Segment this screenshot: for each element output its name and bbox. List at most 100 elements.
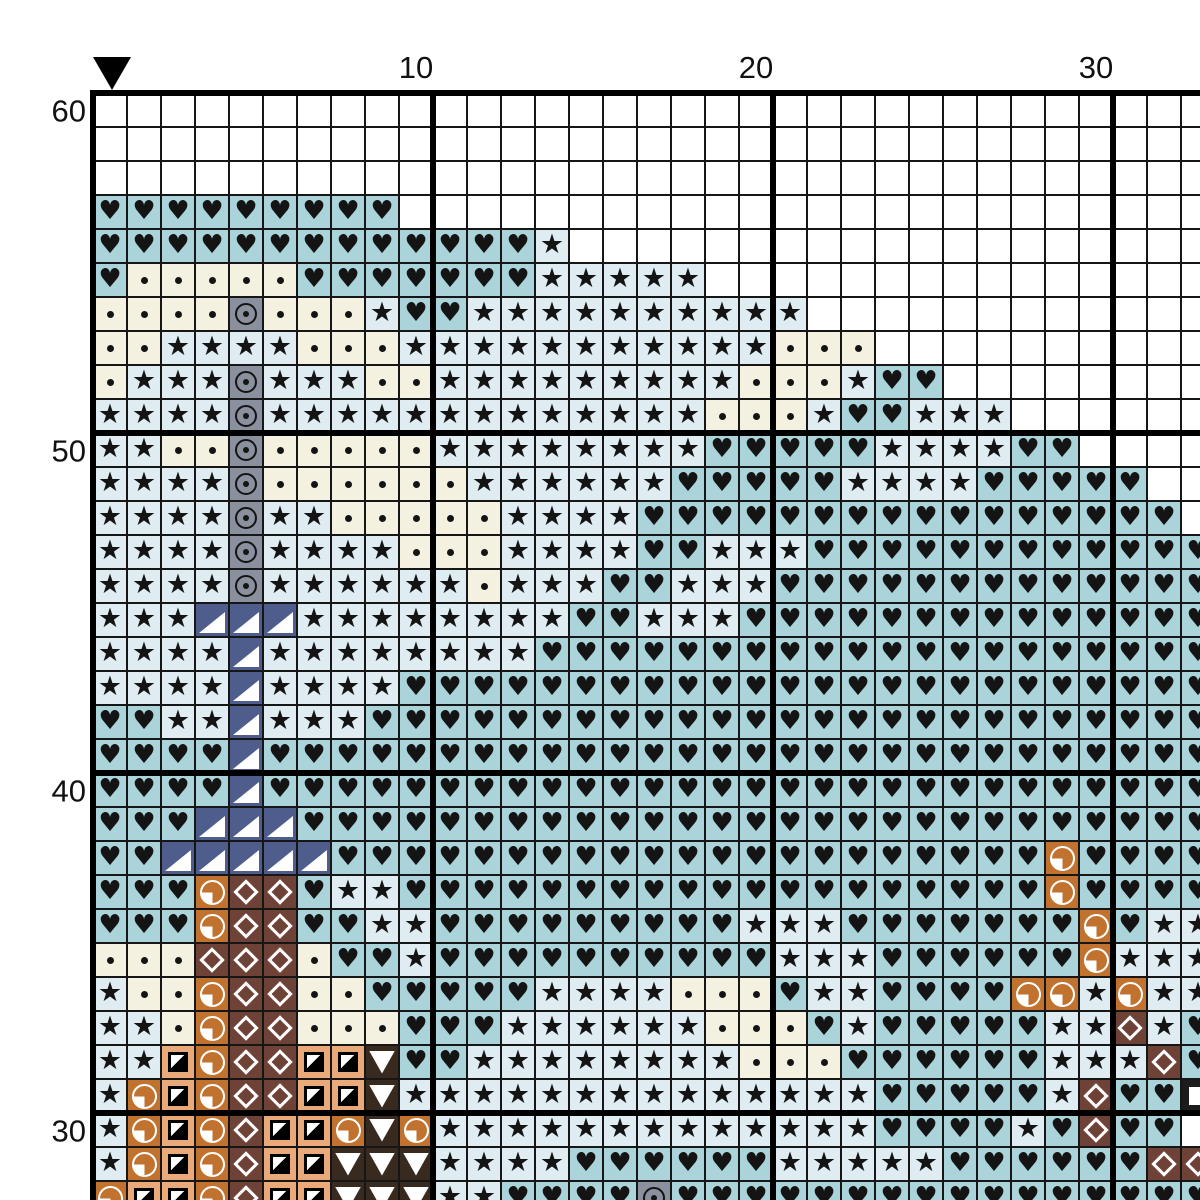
star-icon: ★ <box>641 399 667 430</box>
diamond-outline-icon <box>233 1049 259 1075</box>
heart-icon: ♥ <box>1050 502 1074 532</box>
grid-cell-empty <box>1011 263 1045 297</box>
grid-cell-star-stitch: ★ <box>93 1147 127 1181</box>
grid-cell-heart-stitch: ♥ <box>1113 637 1147 671</box>
grid-cell-empty <box>535 127 569 161</box>
grid-cell-star-stitch: ★ <box>399 943 433 977</box>
heart-icon: ♥ <box>812 604 836 634</box>
heart-icon: ♥ <box>98 264 122 294</box>
grid-cell-star-stitch: ★ <box>637 263 671 297</box>
grid-cell-empty <box>1045 399 1079 433</box>
star-icon: ★ <box>573 977 599 1008</box>
grid-cell-star-stitch: ★ <box>637 977 671 1011</box>
grid-cell-heart-stitch: ♥ <box>1113 467 1147 501</box>
heart-icon: ♥ <box>506 672 530 702</box>
grid-cell-empty <box>603 195 637 229</box>
grid-cell-empty <box>977 127 1011 161</box>
heart-icon: ♥ <box>982 536 1006 566</box>
star-icon: ★ <box>607 467 633 498</box>
star-icon: ★ <box>97 467 123 498</box>
grid-cell-heart-stitch: ♥ <box>671 841 705 875</box>
heart-icon: ♥ <box>404 1046 428 1076</box>
grid-cell-empty <box>773 127 807 161</box>
grid-cell-empty <box>535 161 569 195</box>
grid-cell-star-stitch: ★ <box>739 1079 773 1113</box>
heart-icon: ♥ <box>948 910 972 940</box>
heart-icon: ♥ <box>914 808 938 838</box>
grid-cell-empty <box>399 195 433 229</box>
grid-cell-diamond-stitch <box>1113 1011 1147 1045</box>
heart-icon: ♥ <box>744 672 768 702</box>
grid-cell-dot-stitch <box>331 433 365 467</box>
grid-cell-heart-stitch: ♥ <box>399 875 433 909</box>
heart-icon: ♥ <box>574 706 598 736</box>
grid-cell-heart-stitch: ♥ <box>467 841 501 875</box>
grid-cell-empty <box>535 93 569 127</box>
star-icon: ★ <box>403 331 429 362</box>
grid-cell-empty <box>263 161 297 195</box>
star-icon: ★ <box>641 1011 667 1042</box>
grid-cell-star-stitch: ★ <box>603 467 637 501</box>
grid-cell-heart-stitch: ♥ <box>127 739 161 773</box>
grid-cell-star-stitch: ★ <box>127 637 161 671</box>
dot-icon <box>174 446 182 454</box>
grid-cell-star-stitch: ★ <box>569 1045 603 1079</box>
grid-cell-empty <box>297 161 331 195</box>
grid-cell-empty <box>1079 399 1113 433</box>
grid-cell-star-stitch: ★ <box>705 569 739 603</box>
heart-icon: ♥ <box>812 706 836 736</box>
grid-cell-empty <box>739 161 773 195</box>
star-icon: ★ <box>267 331 293 362</box>
grid-cell-split-square-stitch <box>161 1079 195 1113</box>
grid-cell-empty <box>229 161 263 195</box>
grid-cell-heart-stitch: ♥ <box>433 1045 467 1079</box>
corner-triangle-icon <box>233 748 259 769</box>
grid-cell-heart-stitch: ♥ <box>875 773 909 807</box>
heart-icon: ♥ <box>1118 740 1142 770</box>
grid-cell-star-stitch: ★ <box>773 943 807 977</box>
grid-cell-star-stitch: ★ <box>467 1079 501 1113</box>
grid-cell-square-stitch <box>1181 1079 1200 1113</box>
heart-icon: ♥ <box>1016 638 1040 668</box>
grid-cell-heart-stitch: ♥ <box>501 807 535 841</box>
circle-dot-icon <box>643 1187 665 1200</box>
grid-cell-star-stitch: ★ <box>807 1147 841 1181</box>
dot-icon <box>174 310 182 318</box>
heart-icon: ♥ <box>1186 1046 1200 1077</box>
heart-icon: ♥ <box>200 196 224 226</box>
heart-icon: ♥ <box>812 740 836 770</box>
grid-cell-heart-stitch: ♥ <box>365 943 399 977</box>
star-icon: ★ <box>607 501 633 532</box>
heart-icon: ♥ <box>1016 1012 1040 1042</box>
grid-cell-heart-stitch: ♥ <box>161 229 195 263</box>
heart-icon: ♥ <box>880 366 904 396</box>
dot-icon <box>684 990 692 998</box>
grid-cell-star-stitch: ★ <box>841 1147 875 1181</box>
grid-cell-star-stitch: ★ <box>467 1147 501 1181</box>
star-icon: ★ <box>403 569 429 600</box>
grid-cell-empty <box>433 195 467 229</box>
grid-cell-star-stitch: ★ <box>365 399 399 433</box>
diamond-outline-icon <box>199 947 225 973</box>
grid-cell-heart-stitch: ♥ <box>93 195 127 229</box>
grid-cell-heart-stitch: ♥ <box>1079 875 1113 909</box>
star-icon: ★ <box>471 433 497 464</box>
grid-cell-star-stitch: ★ <box>93 1011 127 1045</box>
grid-cell-split-square-stitch <box>297 1113 331 1147</box>
grid-cell-heart-stitch: ♥ <box>603 909 637 943</box>
grid-cell-empty <box>501 93 535 127</box>
heart-icon: ♥ <box>948 502 972 532</box>
grid-cell-star-stitch: ★ <box>603 433 637 467</box>
heart-icon: ♥ <box>1118 808 1142 838</box>
grid-cell-heart-stitch: ♥ <box>671 807 705 841</box>
quarter-circle-icon <box>199 1049 225 1075</box>
grid-cell-heart-stitch: ♥ <box>603 943 637 977</box>
heart-icon: ♥ <box>132 842 156 872</box>
heart-icon: ♥ <box>948 604 972 634</box>
grid-cell-heart-stitch: ♥ <box>161 195 195 229</box>
grid-cell-heart-stitch: ♥ <box>603 875 637 909</box>
grid-cell-heart-stitch: ♥ <box>433 773 467 807</box>
grid-cell-empty <box>1011 93 1045 127</box>
grid-cell-star-stitch: ★ <box>1181 909 1200 943</box>
dot-icon <box>208 310 216 318</box>
